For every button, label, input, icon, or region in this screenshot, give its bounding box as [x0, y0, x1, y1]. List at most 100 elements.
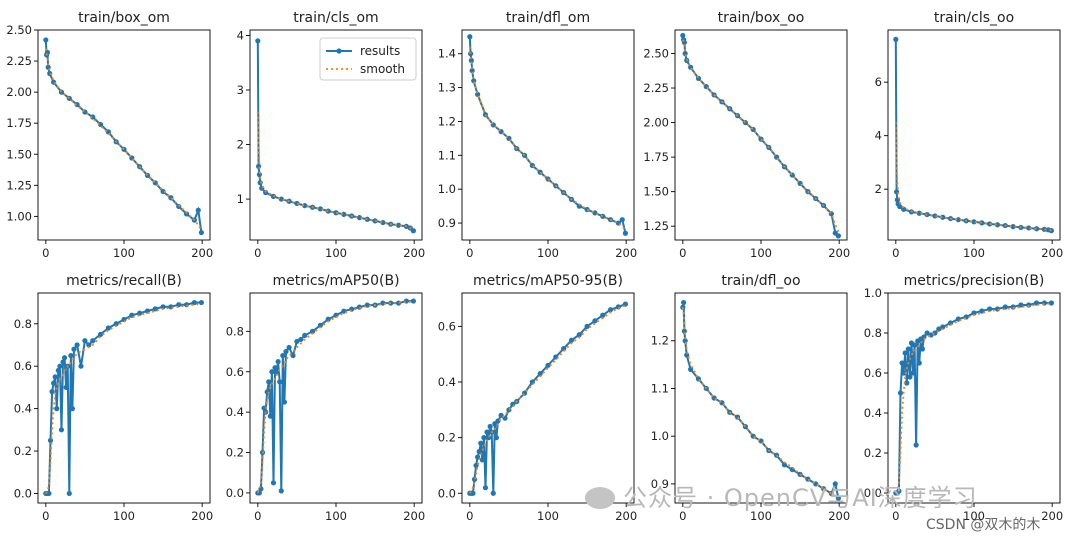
chart-title: train/cls_oo — [934, 10, 1014, 26]
smooth-line — [681, 307, 839, 499]
results-line — [895, 302, 1052, 494]
results-point — [66, 490, 72, 497]
y-tick-label: 0.4 — [864, 406, 882, 420]
chart-panel: metrics/mAP50(B) 0.0 0.2 0.4 0.6 0.8 0 100 200 — [226, 273, 425, 523]
x-tick-label: 0 — [254, 246, 261, 260]
results-point — [916, 360, 922, 366]
results-point — [901, 370, 907, 376]
results-point — [971, 310, 977, 316]
results-point — [49, 389, 55, 395]
results-point — [97, 331, 104, 337]
results-point — [46, 490, 52, 497]
x-tick-label: 100 — [750, 509, 772, 523]
y-tick-label: 6 — [875, 75, 882, 89]
results-point — [144, 172, 151, 178]
y-tick-label: 0.8 — [14, 317, 32, 331]
results-point — [198, 299, 204, 306]
watermark-text: 公众号 · OpenCV与AI深度学习 — [623, 484, 978, 512]
y-tick-label: 0.0 — [226, 486, 244, 500]
x-tick-label: 200 — [615, 246, 637, 260]
results-point — [195, 207, 201, 213]
y-tick-label: 1.75 — [6, 116, 32, 130]
results-line — [44, 39, 203, 233]
results-point — [479, 457, 485, 463]
results-point — [380, 219, 386, 226]
results-point — [78, 363, 84, 369]
credit-text: CSDN @双木的木 — [926, 517, 1041, 533]
y-tick-label: 3 — [237, 83, 244, 97]
y-tick-label: 0.8 — [864, 326, 882, 340]
legend-results-marker — [336, 48, 342, 54]
results-point — [280, 352, 286, 359]
y-tick-label: 0.2 — [14, 444, 32, 458]
y-tick-label: 1.2 — [651, 334, 669, 348]
y-tick-label: 2 — [875, 182, 882, 196]
chart-title: metrics/mAP50(B) — [272, 273, 399, 289]
y-tick-label: 0.4 — [226, 405, 244, 419]
y-tick-label: 0.9 — [438, 216, 456, 230]
results-point — [774, 452, 780, 458]
smooth-line — [44, 48, 203, 231]
y-tick-label: 1.00 — [6, 209, 32, 223]
y-tick-label: 0.0 — [14, 486, 32, 500]
x-tick-label: 0 — [466, 509, 473, 523]
results-point — [481, 435, 487, 441]
results-point — [263, 189, 269, 196]
results-point — [71, 346, 77, 352]
results-point — [298, 336, 304, 343]
results-point — [919, 346, 926, 352]
results-point — [325, 316, 331, 322]
results-point — [893, 36, 899, 42]
results-point — [537, 169, 543, 175]
x-tick-label: 0 — [42, 509, 49, 523]
results-point — [987, 221, 993, 227]
results-point — [395, 222, 402, 228]
results-point — [66, 95, 72, 101]
chart-panel: metrics/recall(B) 0.0 0.2 0.4 0.6 0.8 0 100 200 — [14, 273, 213, 523]
y-tick-label: 0.4 — [438, 375, 456, 389]
chart-panel: train/dfl_oo 0.9 1.0 1.1 1.2 0 100 200 — [651, 273, 850, 523]
results-point — [105, 325, 111, 331]
results-line — [257, 300, 414, 494]
smooth-line — [895, 302, 1052, 494]
chart-title: metrics/recall(B) — [66, 273, 182, 289]
y-tick-label: 0.9 — [651, 477, 669, 491]
results-point — [897, 203, 903, 210]
results-point — [940, 214, 946, 220]
results-point — [835, 495, 842, 501]
results-point — [341, 211, 347, 217]
results-point — [372, 218, 378, 224]
results-point — [317, 206, 323, 212]
x-tick-label: 200 — [1041, 509, 1063, 523]
results-point — [54, 406, 60, 412]
x-tick-label: 200 — [828, 509, 850, 523]
results-point — [74, 101, 80, 108]
results-point — [994, 222, 1001, 228]
results-point — [490, 490, 496, 496]
results-point — [1048, 300, 1054, 306]
results-point — [1041, 226, 1047, 232]
results-point — [940, 324, 946, 330]
results-point — [482, 485, 489, 491]
results-point — [58, 427, 65, 433]
x-tick-label: 100 — [325, 246, 347, 260]
y-tick-label: 1.1 — [438, 148, 456, 162]
results-point — [286, 344, 292, 351]
results-point — [622, 230, 629, 236]
results-point — [471, 78, 477, 84]
x-tick-label: 100 — [963, 509, 985, 523]
results-point — [51, 380, 57, 386]
y-tick-label: 1.25 — [6, 178, 32, 192]
results-point — [758, 136, 764, 142]
results-point — [680, 32, 686, 39]
results-point — [470, 490, 476, 496]
results-point — [152, 306, 158, 312]
results-line — [468, 36, 627, 234]
results-point — [90, 338, 96, 344]
y-tick-label: 4 — [237, 28, 244, 42]
results-point — [86, 342, 92, 348]
results-point — [832, 481, 838, 487]
x-tick-label: 0 — [254, 509, 261, 523]
results-point — [734, 414, 741, 420]
